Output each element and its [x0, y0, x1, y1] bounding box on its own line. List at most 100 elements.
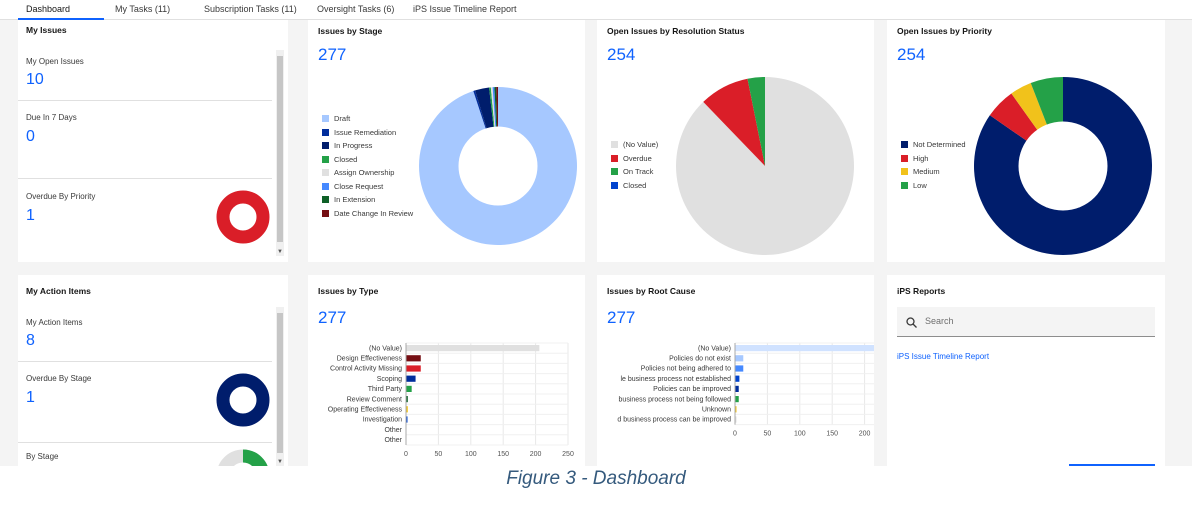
metric-label: Overdue By Priority	[26, 192, 96, 201]
bar[interactable]	[735, 345, 875, 352]
figure-caption: Figure 3 - Dashboard	[506, 468, 686, 489]
legend-label: On Track	[623, 167, 654, 176]
tab-oversight-tasks[interactable]: Oversight Tasks (6)	[317, 4, 395, 14]
legend-item[interactable]: Not Determined	[901, 138, 966, 152]
category-label: Other	[384, 437, 402, 444]
bar[interactable]	[735, 375, 740, 382]
legend-item[interactable]: Draft	[322, 112, 413, 126]
legend-swatch	[901, 154, 908, 162]
legend-label: Closed	[623, 180, 647, 190]
legend-swatch	[611, 154, 618, 162]
bar[interactable]	[735, 406, 737, 413]
tab-subscription-tasks[interactable]: Subscription Tasks (11)	[204, 4, 297, 14]
legend-item[interactable]: Medium	[901, 165, 966, 179]
legend-item[interactable]: Date Change In Review	[322, 207, 413, 221]
metric-value[interactable]: 1	[26, 207, 35, 224]
scroll-down-icon[interactable]: ▼	[277, 459, 283, 465]
bar[interactable]	[406, 416, 408, 423]
bar[interactable]	[735, 416, 737, 423]
overdue-stage-ring[interactable]	[214, 371, 272, 429]
ring-arc	[216, 190, 270, 244]
legend-item[interactable]: Closed	[611, 179, 658, 193]
bar[interactable]	[735, 385, 739, 392]
category-label: le business process not established	[620, 376, 731, 383]
tab-ips-issue-timeline-report[interactable]: iPS Issue Timeline Report	[413, 4, 517, 14]
legend-item[interactable]: In Extension	[322, 193, 413, 207]
primary-button[interactable]	[1069, 464, 1155, 466]
scrollbar[interactable]: ▼	[276, 50, 284, 256]
scrollbar[interactable]: ▼	[276, 307, 284, 466]
bar[interactable]	[406, 345, 540, 352]
issues-by-root-cause-card: Issues by Root Cause 277 050100150200250…	[597, 275, 874, 466]
legend-item[interactable]: Close Request	[322, 180, 413, 194]
resolution-pie-chart[interactable]	[675, 76, 855, 256]
bar[interactable]	[406, 396, 408, 403]
tab-my-tasks[interactable]: My Tasks (11)	[115, 4, 171, 14]
tab-dashboard[interactable]: Dashboard	[18, 0, 104, 20]
legend-swatch	[901, 168, 908, 175]
scroll-thumb[interactable]	[277, 56, 283, 242]
metric-value[interactable]: 0	[26, 128, 35, 145]
legend-item[interactable]: On Track	[611, 165, 658, 179]
legend-label: In Progress	[334, 141, 373, 150]
bar[interactable]	[406, 385, 412, 392]
category-label: Unknown	[702, 407, 731, 414]
total-count: 277	[607, 308, 636, 327]
scroll-thumb[interactable]	[277, 313, 283, 453]
category-label: (No Value)	[369, 345, 402, 352]
metric-label: By Stage	[26, 452, 59, 461]
bar[interactable]	[735, 365, 744, 372]
bar[interactable]	[406, 355, 421, 362]
overdue-priority-ring[interactable]	[214, 188, 272, 246]
metric-value[interactable]: 1	[26, 389, 35, 406]
by-stage-ring-partial[interactable]	[214, 447, 272, 466]
metric-value[interactable]: 10	[26, 71, 44, 88]
type-bar-chart[interactable]: 0 50 100 150 200 250 (No Value) Design Effectiv…	[308, 337, 585, 464]
category-label: Policies can be improved	[653, 386, 731, 393]
total-count: 277	[318, 45, 347, 64]
legend-swatch	[322, 155, 329, 163]
legend-item[interactable]: (No Value)	[611, 138, 658, 152]
metric-value[interactable]: 8	[26, 332, 35, 349]
x-tick-label: 50	[764, 431, 772, 438]
legend-item[interactable]: Low	[901, 179, 966, 193]
pie-slice[interactable]	[703, 78, 765, 166]
bar[interactable]	[406, 375, 416, 382]
legend-item[interactable]: Overdue	[611, 152, 658, 166]
chart-legend: Draft Issue Remediation In Progress Closed A…	[322, 112, 413, 220]
legend-swatch	[611, 141, 618, 148]
search-field[interactable]: Search	[897, 307, 1155, 337]
legend-label: High	[913, 153, 929, 163]
card-title: iPS Reports	[897, 286, 946, 296]
report-link[interactable]: iPS Issue Timeline Report	[897, 352, 990, 361]
priority-donut-chart[interactable]	[973, 76, 1153, 256]
legend-item[interactable]: Issue Remediation	[322, 126, 413, 140]
legend-item[interactable]: Assign Ownership	[322, 166, 413, 180]
legend-item[interactable]: Closed	[322, 153, 413, 167]
pie-slice[interactable]	[747, 77, 765, 166]
search-icon	[906, 317, 917, 328]
stage-donut-chart[interactable]	[418, 86, 578, 246]
legend-item[interactable]: In Progress	[322, 139, 413, 153]
card-title: My Issues	[26, 25, 67, 35]
ring-arc	[216, 373, 270, 427]
bar[interactable]	[406, 406, 408, 413]
card-title: Open Issues by Priority	[897, 26, 992, 36]
divider	[18, 442, 272, 443]
category-label: Third Party	[368, 386, 403, 393]
legend-label: Overdue	[623, 153, 652, 163]
legend-swatch	[901, 181, 908, 189]
legend-item[interactable]: High	[901, 152, 966, 166]
scroll-down-icon[interactable]: ▼	[277, 249, 283, 255]
x-tick-label: 0	[404, 451, 408, 458]
bar[interactable]	[735, 396, 739, 403]
divider	[18, 178, 272, 179]
bar[interactable]	[406, 365, 421, 372]
legend-swatch	[322, 115, 329, 122]
divider	[18, 361, 272, 362]
bar[interactable]	[735, 355, 744, 362]
chart-legend: (No Value) Overdue On Track Closed	[611, 138, 658, 192]
legend-swatch	[322, 182, 329, 190]
card-title: My Action Items	[26, 286, 91, 296]
